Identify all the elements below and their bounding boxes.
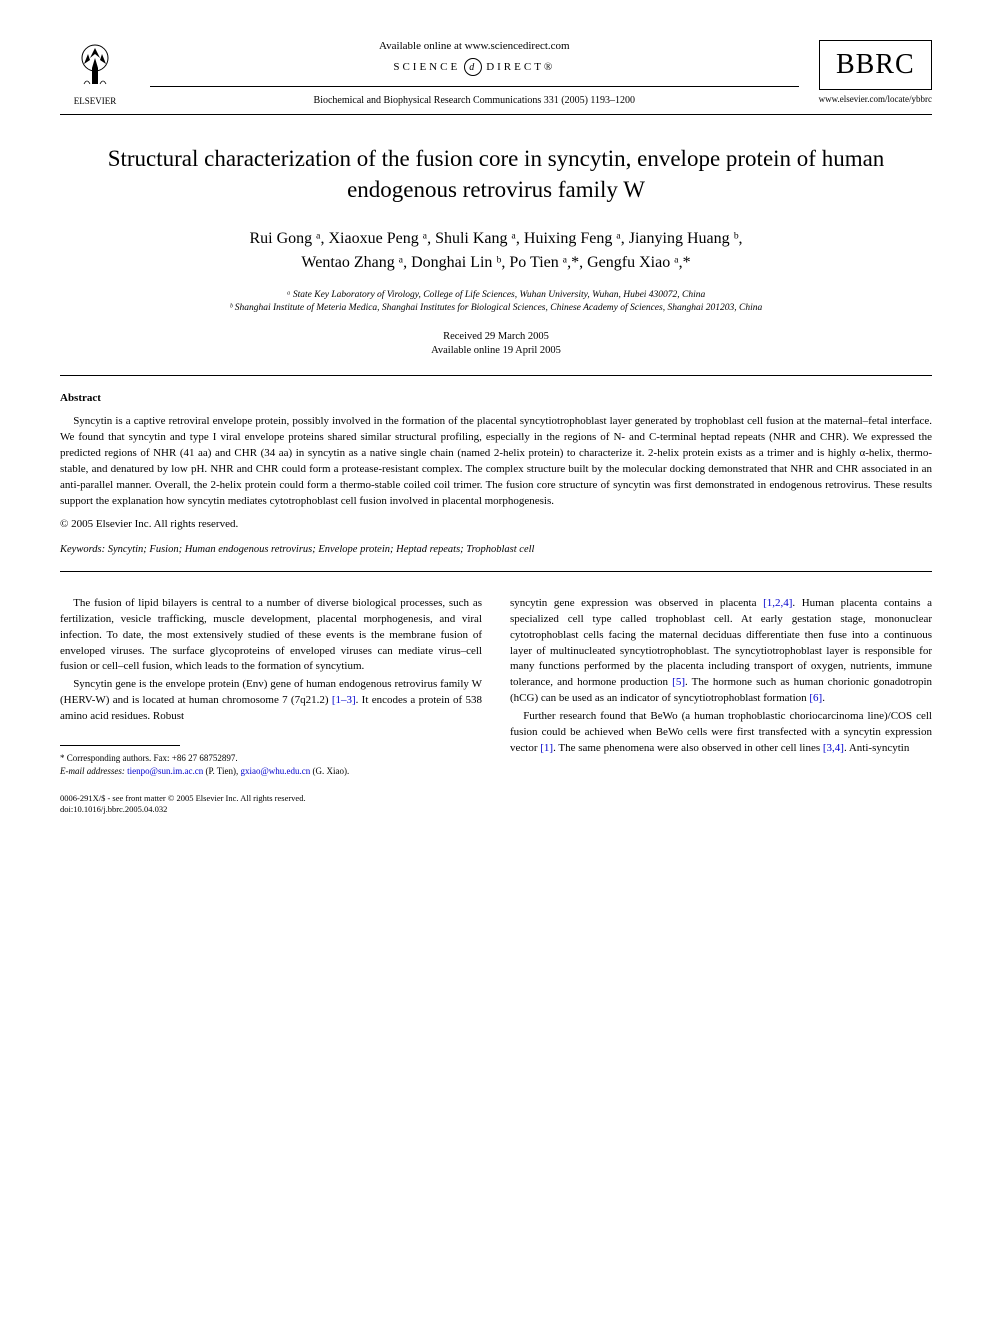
available-online-text: Available online at www.sciencedirect.co… <box>150 40 799 52</box>
p4-text-b: . The same phenomena were also observed … <box>553 742 823 754</box>
column-left: The fusion of lipid bilayers is central … <box>60 596 482 816</box>
online-date: Available online 19 April 2005 <box>60 344 932 359</box>
body-para-1: The fusion of lipid bilayers is central … <box>60 596 482 676</box>
abstract-copyright: © 2005 Elsevier Inc. All rights reserved… <box>60 518 932 530</box>
authors-line-2: Wentao Zhang ᵃ, Donghai Lin ᵇ, Po Tien ᵃ… <box>60 251 932 275</box>
keywords-line: Keywords: Syncytin; Fusion; Human endoge… <box>60 544 932 555</box>
body-columns: The fusion of lipid bilayers is central … <box>60 596 932 816</box>
column-right: syncytin gene expression was observed in… <box>510 596 932 816</box>
elsevier-tree-icon <box>70 40 120 90</box>
received-date: Received 29 March 2005 <box>60 330 932 345</box>
header-bottom-rule <box>60 114 932 115</box>
email-line: E-mail addresses: tienpo@sun.im.ac.cn (P… <box>60 765 482 778</box>
header-rule <box>150 86 799 87</box>
affiliations-block: ᵃ State Key Laboratory of Virology, Coll… <box>60 289 932 316</box>
science-direct-logo: SCIENCE d DIRECT® <box>150 58 799 76</box>
science-direct-right: DIRECT® <box>486 61 555 73</box>
journal-brand-block: BBRC www.elsevier.com/locate/ybbrc <box>819 40 932 104</box>
body-para-2: Syncytin gene is the envelope protein (E… <box>60 677 482 725</box>
footnote-rule <box>60 745 180 746</box>
body-para-4: Further research found that BeWo (a huma… <box>510 709 932 757</box>
affiliation-a: ᵃ State Key Laboratory of Virology, Coll… <box>60 289 932 302</box>
header-center: Available online at www.sciencedirect.co… <box>130 40 819 106</box>
keywords-list: Syncytin; Fusion; Human endogenous retro… <box>108 544 535 555</box>
p3-text-d: . <box>822 692 825 704</box>
journal-header: ELSEVIER Available online at www.science… <box>60 40 932 106</box>
footer-block: 0006-291X/$ - see front matter © 2005 El… <box>60 793 482 815</box>
ref-link-34[interactable]: [3,4] <box>823 742 844 754</box>
science-direct-left: SCIENCE <box>393 61 460 73</box>
abstract-body: Syncytin is a captive retroviral envelop… <box>60 415 932 507</box>
footer-line-1: 0006-291X/$ - see front matter © 2005 El… <box>60 793 482 804</box>
journal-abbrev-box: BBRC <box>819 40 932 90</box>
science-direct-finger-icon: d <box>464 58 482 76</box>
footnotes-block: * Corresponding authors. Fax: +86 27 687… <box>60 752 482 777</box>
abstract-bottom-rule <box>60 571 932 572</box>
publisher-name: ELSEVIER <box>60 96 130 106</box>
journal-abbrev: BBRC <box>834 49 917 81</box>
ref-link-1[interactable]: [1] <box>540 742 553 754</box>
authors-line-1: Rui Gong ᵃ, Xiaoxue Peng ᵃ, Shuli Kang ᵃ… <box>60 227 932 251</box>
email-1[interactable]: tienpo@sun.im.ac.cn <box>127 766 203 776</box>
ref-link-6[interactable]: [6] <box>809 692 822 704</box>
ref-link-1-3[interactable]: [1–3] <box>332 694 356 706</box>
authors-block: Rui Gong ᵃ, Xiaoxue Peng ᵃ, Shuli Kang ᵃ… <box>60 227 932 275</box>
ref-link-124[interactable]: [1,2,4] <box>763 597 792 609</box>
email-2-who: (G. Xiao). <box>313 766 350 776</box>
journal-url: www.elsevier.com/locate/ybbrc <box>819 94 932 104</box>
affiliation-b: ᵇ Shanghai Institute of Meteria Medica, … <box>60 302 932 315</box>
body-para-3: syncytin gene expression was observed in… <box>510 596 932 708</box>
abstract-heading: Abstract <box>60 392 932 404</box>
p3-text-b: . Human placenta contains a specialized … <box>510 597 932 689</box>
keywords-label: Keywords: <box>60 544 105 555</box>
p4-text-c: . Anti-syncytin <box>844 742 909 754</box>
abstract-top-rule <box>60 375 932 376</box>
abstract-section: Abstract Syncytin is a captive retrovira… <box>60 392 932 555</box>
journal-reference: Biochemical and Biophysical Research Com… <box>150 95 799 106</box>
ref-link-5[interactable]: [5] <box>672 676 685 688</box>
corresponding-authors: * Corresponding authors. Fax: +86 27 687… <box>60 752 482 765</box>
email-2[interactable]: gxiao@whu.edu.cn <box>240 766 310 776</box>
email-1-who: (P. Tien), <box>205 766 238 776</box>
abstract-text: Syncytin is a captive retroviral envelop… <box>60 414 932 510</box>
article-title: Structural characterization of the fusio… <box>100 143 892 205</box>
footer-line-2: doi:10.1016/j.bbrc.2005.04.032 <box>60 804 482 815</box>
p3-text-a: syncytin gene expression was observed in… <box>510 597 763 609</box>
elsevier-logo: ELSEVIER <box>60 40 130 106</box>
email-label: E-mail addresses: <box>60 766 125 776</box>
dates-block: Received 29 March 2005 Available online … <box>60 330 932 359</box>
